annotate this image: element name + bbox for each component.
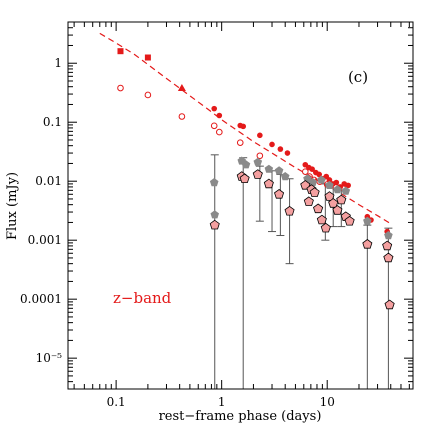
filled-circle-point-4	[240, 123, 247, 130]
tick-layer: 0.1 1 10 1 0.1 0.01 0.001 0.0001 10⁻⁵	[20, 21, 413, 409]
pink-pentagon-point-15	[324, 191, 335, 201]
gray-pentagon-point-5	[253, 157, 263, 166]
pink-pentagon-point-7	[284, 205, 295, 216]
y-tick-label-6: 10⁻⁵	[36, 351, 63, 365]
filled-circle-point-6	[269, 141, 275, 148]
plot-area	[99, 32, 395, 389]
pink-pentagon-point-13	[316, 214, 327, 225]
pink-pentagon-point-1	[209, 219, 220, 230]
pink-pentagon-point-9	[303, 196, 314, 206]
gray-pentagon-point-11	[317, 175, 326, 184]
gray-pentagon-point-13	[333, 185, 342, 194]
gray-pentagon-point-15	[363, 216, 372, 225]
open-circle-point-1	[117, 84, 124, 92]
open-circle-point-4	[210, 122, 218, 130]
error-bar-layer	[210, 154, 393, 389]
gray-pentagon-point-4	[241, 160, 251, 169]
gray-pentagon-point-16	[384, 231, 393, 240]
filled-circle-point-1	[211, 105, 218, 112]
filled-circle-point-13	[316, 171, 323, 178]
gray-pentagon-point-14	[341, 186, 351, 195]
filled-circle-point-2	[216, 112, 223, 119]
open-circle-point-3	[178, 113, 186, 120]
square-point-2	[144, 54, 151, 61]
marker-layer	[117, 48, 395, 310]
open-circle-point-5	[216, 128, 223, 136]
gray-pentagon-point-1	[209, 178, 219, 187]
filled-circle-point-21	[345, 182, 351, 189]
square-point-1	[117, 48, 124, 55]
filled-circle-point-7	[277, 146, 284, 152]
gray-pentagon-point-6	[264, 164, 274, 173]
open-circle-point-7	[256, 152, 264, 160]
pink-pentagon-point-23	[383, 252, 394, 263]
y-tick-label-3: 0.01	[35, 174, 62, 188]
pink-pentagon-point-11	[309, 187, 320, 197]
pink-pentagon-point-21	[362, 239, 373, 249]
x-tick-label-2: 1	[218, 395, 226, 409]
pink-pentagon-point-18	[336, 194, 347, 205]
filled-circle-point-11	[309, 166, 315, 172]
pink-pentagon-point-14	[320, 222, 331, 233]
y-tick-label-1: 1	[54, 56, 62, 70]
gray-pentagon-point-2	[210, 210, 219, 219]
y-tick-label-2: 0.1	[43, 115, 62, 129]
pink-pentagon-point-20	[344, 215, 355, 226]
open-circle-point-6	[236, 139, 244, 146]
model-curve-layer	[99, 32, 392, 225]
pink-pentagon-point-22	[382, 240, 393, 251]
model-curve	[99, 32, 392, 225]
pink-pentagon-point-17	[332, 205, 343, 215]
filled-circle-point-8	[284, 150, 291, 156]
pink-pentagon-point-12	[313, 203, 324, 214]
open-circle-point-8	[301, 168, 309, 175]
x-tick-label-3: 10	[320, 395, 335, 409]
gray-pentagon-point-8	[280, 172, 290, 181]
x-axis-label: rest−frame phase (days)	[159, 409, 322, 424]
pink-pentagon-point-6	[274, 189, 285, 199]
gray-pentagon-point-10	[308, 178, 318, 187]
y-tick-label-4: 0.001	[28, 233, 62, 247]
pink-pentagon-point-16	[328, 198, 339, 208]
x-tick-label-1: 0.1	[107, 395, 126, 409]
pink-pentagon-point-8	[300, 180, 311, 190]
pink-pentagon-point-3	[239, 173, 250, 184]
pink-pentagon-point-4	[252, 169, 263, 179]
gray-pentagon-point-12	[325, 180, 334, 189]
gray-pentagon-point-7	[274, 166, 284, 175]
filled-circle-point-5	[257, 132, 263, 139]
open-circle-point-2	[144, 91, 152, 99]
y-axis-label: Flux (mJy)	[5, 172, 20, 240]
pink-pentagon-point-5	[263, 178, 274, 189]
plot-frame	[67, 21, 414, 390]
triangle-point-1	[177, 84, 186, 92]
y-tick-label-5: 0.0001	[20, 292, 62, 306]
band-label: z−band	[113, 289, 172, 307]
pink-pentagon-point-24	[384, 299, 395, 310]
panel-label: (c)	[348, 68, 368, 86]
